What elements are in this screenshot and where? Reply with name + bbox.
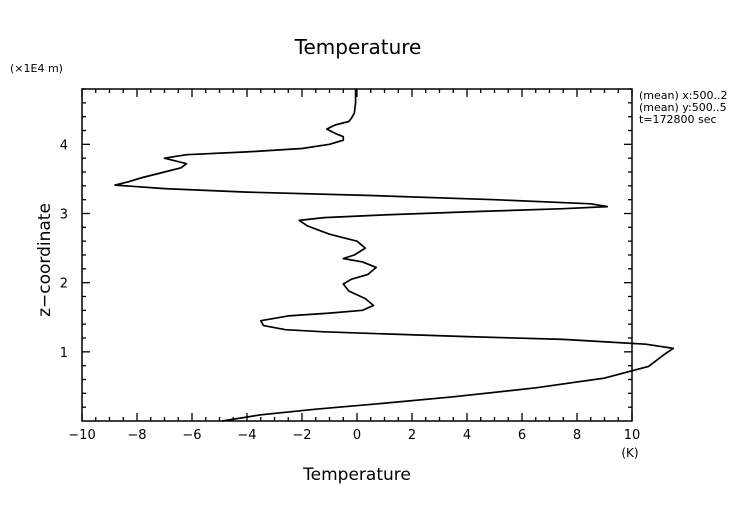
x-tick-label: 10 [624,428,641,443]
plot-area [114,89,675,422]
y-axis-label: z−coordinate [35,203,55,317]
time-annotation: t=172800 sec [639,113,717,126]
chart-title: Temperature [294,35,422,59]
temperature-series-line [114,89,675,422]
x-tick-label: −10 [68,428,95,443]
x-tick-label: 4 [463,428,471,443]
x-tick-label: 6 [518,428,526,443]
y-axis-ticks: 1 2 3 4 [60,88,632,408]
x-tick-label: −2 [292,428,311,443]
y-axis-unit: (×1E4 m) [10,62,63,75]
x-axis-unit: (K) [621,446,638,460]
x-axis-ticks: −10 −8 −6 −4 −2 0 2 4 6 8 10 [68,89,640,443]
mean-x-annotation: (mean) x:500..2 [639,89,727,102]
x-tick-label: −4 [237,428,256,443]
x-tick-label: −8 [127,428,146,443]
y-tick-label: 4 [60,138,68,153]
x-tick-label: 0 [353,428,361,443]
x-tick-label: 2 [408,428,416,443]
x-axis-label: Temperature [302,465,411,485]
x-tick-label: 8 [573,428,581,443]
y-tick-label: 3 [60,208,68,223]
y-tick-label: 2 [60,277,68,292]
y-tick-label: 1 [60,346,68,361]
mean-y-annotation: (mean) y:500..5 [639,101,727,114]
x-tick-label: −6 [182,428,201,443]
